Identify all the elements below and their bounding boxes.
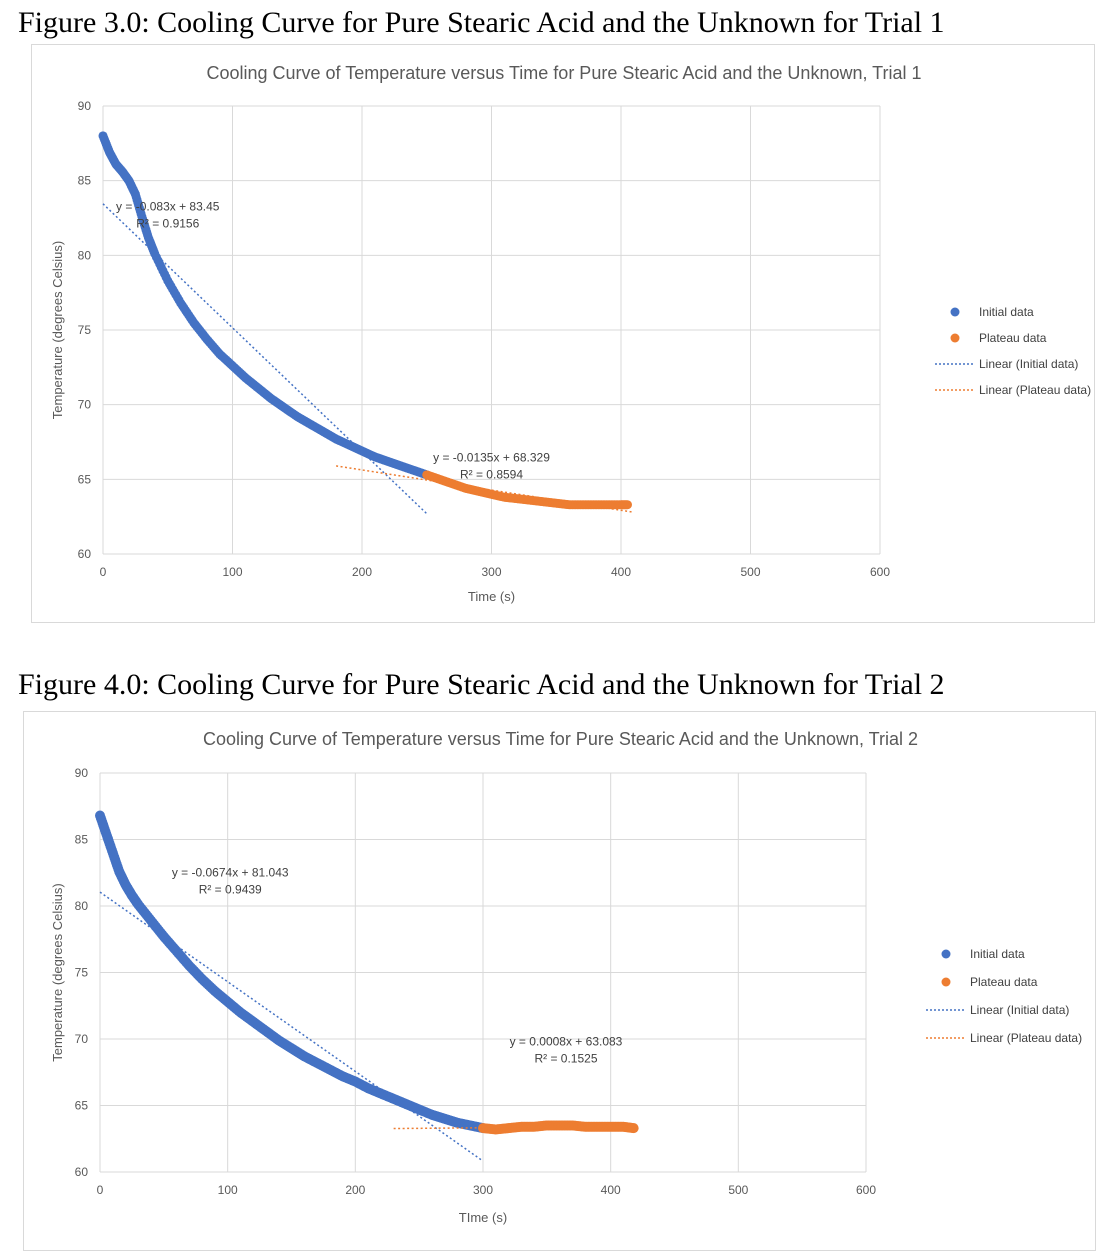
chart-title: Cooling Curve of Temperature versus Time… — [203, 729, 918, 749]
chart-trial-2-plot: Cooling Curve of Temperature versus Time… — [50, 729, 1082, 1225]
trend-equation: y = -0.083x + 83.45 — [116, 200, 220, 214]
legend-marker — [941, 949, 951, 959]
figure-caption-trial-2: Figure 4.0: Cooling Curve for Pure Stear… — [18, 668, 945, 701]
x-tick-label: 200 — [345, 1183, 365, 1197]
trend-equation: y = -0.0674x + 81.043 — [172, 866, 289, 880]
y-tick-label: 70 — [75, 1032, 89, 1046]
series-plateau-points — [478, 1120, 639, 1135]
trend-r-squared: R² = 0.8594 — [460, 467, 523, 481]
chart-trial-1: Cooling Curve of Temperature versus Time… — [31, 44, 1095, 623]
y-tick-label: 75 — [75, 966, 89, 980]
y-tick-label: 65 — [78, 472, 92, 486]
x-tick-label: 100 — [218, 1183, 238, 1197]
legend-label: Plateau data — [979, 331, 1047, 345]
data-point — [628, 1123, 639, 1134]
x-axis-label: Time (s) — [468, 589, 515, 604]
trend-equation: y = -0.0135x + 68.329 — [433, 450, 550, 464]
legend: Initial data Plateau data Linear (Initial … — [935, 305, 1091, 397]
trend-r-squared: R² = 0.9439 — [199, 883, 262, 897]
x-tick-label: 0 — [97, 1183, 104, 1197]
x-tick-label: 600 — [856, 1183, 876, 1197]
legend-label: Linear (Initial data) — [979, 357, 1078, 371]
x-axis-label: TIme (s) — [459, 1210, 507, 1225]
x-tick-label: 300 — [481, 565, 501, 579]
y-axis-label: Temperature (degrees Celsius) — [50, 883, 65, 1061]
x-tick-label: 600 — [870, 565, 890, 579]
chart-trial-1-plot: Cooling Curve of Temperature versus Time… — [50, 63, 1091, 604]
series-plateau-points — [422, 470, 632, 510]
legend-marker — [941, 977, 951, 987]
y-tick-label: 65 — [75, 1099, 89, 1113]
legend-label: Initial data — [970, 947, 1025, 961]
trendline-initial — [102, 203, 428, 515]
trend-r-squared: R² = 0.1525 — [534, 1052, 597, 1066]
trend-equation: y = 0.0008x + 63.083 — [510, 1035, 623, 1049]
legend-label: Initial data — [979, 305, 1034, 319]
x-tick-label: 0 — [100, 565, 107, 579]
x-tick-label: 500 — [728, 1183, 748, 1197]
data-point — [622, 500, 632, 510]
x-tick-label: 400 — [601, 1183, 621, 1197]
legend: Initial data Plateau data Linear (Initial … — [926, 947, 1082, 1045]
legend-label: Linear (Initial data) — [970, 1003, 1069, 1017]
x-tick-label: 200 — [352, 565, 372, 579]
y-axis-label: Temperature (degrees Celsius) — [50, 241, 65, 419]
legend-label: Plateau data — [970, 975, 1038, 989]
y-tick-label: 60 — [75, 1165, 89, 1179]
chart-title: Cooling Curve of Temperature versus Time… — [206, 63, 921, 83]
x-tick-label: 300 — [473, 1183, 493, 1197]
x-tick-label: 400 — [611, 565, 631, 579]
chart-trial-2: Cooling Curve of Temperature versus Time… — [23, 711, 1096, 1251]
trendline-plateau — [393, 1127, 484, 1130]
series-initial-points — [98, 131, 432, 480]
trendline-plateau — [335, 465, 635, 514]
legend-label: Linear (Plateau data) — [979, 383, 1091, 397]
series-initial-points — [95, 810, 488, 1134]
legend-marker — [950, 333, 960, 343]
trendline-initial — [99, 891, 484, 1162]
x-tick-label: 500 — [740, 565, 760, 579]
legend-label: Linear (Plateau data) — [970, 1031, 1082, 1045]
y-tick-label: 80 — [78, 248, 92, 262]
y-tick-label: 60 — [78, 547, 92, 561]
y-tick-label: 85 — [75, 833, 89, 847]
legend-marker — [950, 307, 960, 317]
y-tick-label: 70 — [78, 398, 92, 412]
y-tick-label: 90 — [75, 766, 89, 780]
y-tick-label: 90 — [78, 99, 92, 113]
y-tick-label: 85 — [78, 174, 92, 188]
trend-r-squared: R² = 0.9156 — [136, 217, 199, 231]
figure-caption-trial-1: Figure 3.0: Cooling Curve for Pure Stear… — [18, 6, 945, 39]
y-tick-label: 80 — [75, 899, 89, 913]
y-tick-label: 75 — [78, 323, 92, 337]
x-tick-label: 100 — [222, 565, 242, 579]
